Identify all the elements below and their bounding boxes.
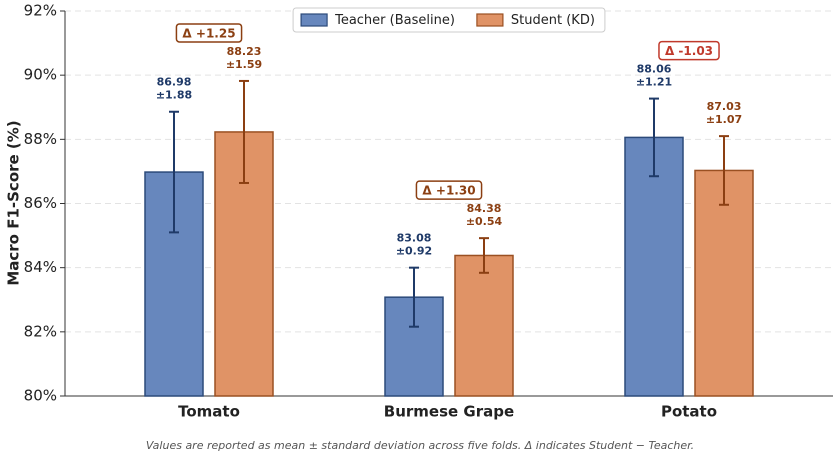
legend-label: Student (KD) — [511, 13, 595, 28]
error-label: ±0.54 — [466, 215, 503, 228]
y-tick-label: 92% — [24, 2, 57, 20]
value-label: 88.23 — [227, 45, 262, 58]
y-tick-label: 86% — [24, 194, 57, 212]
legend-box — [292, 7, 606, 33]
legend-swatch — [476, 13, 504, 27]
bar — [694, 169, 754, 397]
error-label: ±1.07 — [706, 113, 742, 126]
value-label: 86.98 — [157, 76, 192, 89]
legend: Teacher (Baseline) Student (KD) — [292, 7, 606, 33]
error-bar — [409, 266, 419, 328]
annotation-box — [175, 23, 243, 43]
bar — [624, 136, 684, 397]
legend-swatch — [300, 13, 328, 27]
error-label: ±1.59 — [226, 58, 262, 71]
bar — [144, 171, 204, 397]
y-axis-label: Macro F1-Score (%) — [5, 120, 23, 285]
delta-annotation: Δ +1.25 — [175, 23, 243, 43]
error-bar — [169, 110, 179, 234]
bar — [454, 254, 514, 397]
error-bar — [479, 237, 489, 274]
footnote: Values are reported as mean ± standard d… — [146, 439, 694, 452]
error-label: ±1.21 — [636, 76, 672, 89]
error-bar — [719, 135, 729, 206]
annotation-box — [415, 180, 483, 200]
y-tick-label: 88% — [24, 130, 57, 148]
error-bar — [649, 97, 659, 178]
value-label: 87.03 — [707, 100, 742, 113]
x-tick-label: Tomato — [178, 403, 240, 421]
y-tick-label: 82% — [24, 322, 57, 340]
y-tick-label: 80% — [24, 387, 57, 405]
delta-annotation: Δ -1.03 — [658, 40, 720, 61]
y-tick-label: 90% — [24, 66, 57, 84]
annotation-text: Δ +1.25 — [182, 26, 235, 40]
x-tick-label: Potato — [661, 403, 717, 421]
value-label: 84.38 — [467, 202, 502, 215]
value-label: 83.08 — [397, 232, 432, 245]
annotation-box — [658, 40, 720, 61]
legend-label: Teacher (Baseline) — [334, 13, 455, 28]
annotation-text: Δ +1.30 — [422, 184, 475, 198]
x-tick-label: Burmese Grape — [384, 403, 514, 421]
error-label: ±1.88 — [156, 89, 192, 102]
value-label: 88.06 — [637, 63, 672, 76]
error-bar — [239, 79, 249, 184]
error-label: ±0.92 — [396, 245, 432, 258]
y-tick-label: 84% — [24, 258, 57, 276]
delta-annotation: Δ +1.30 — [415, 180, 483, 200]
annotation-text: Δ -1.03 — [665, 44, 713, 58]
